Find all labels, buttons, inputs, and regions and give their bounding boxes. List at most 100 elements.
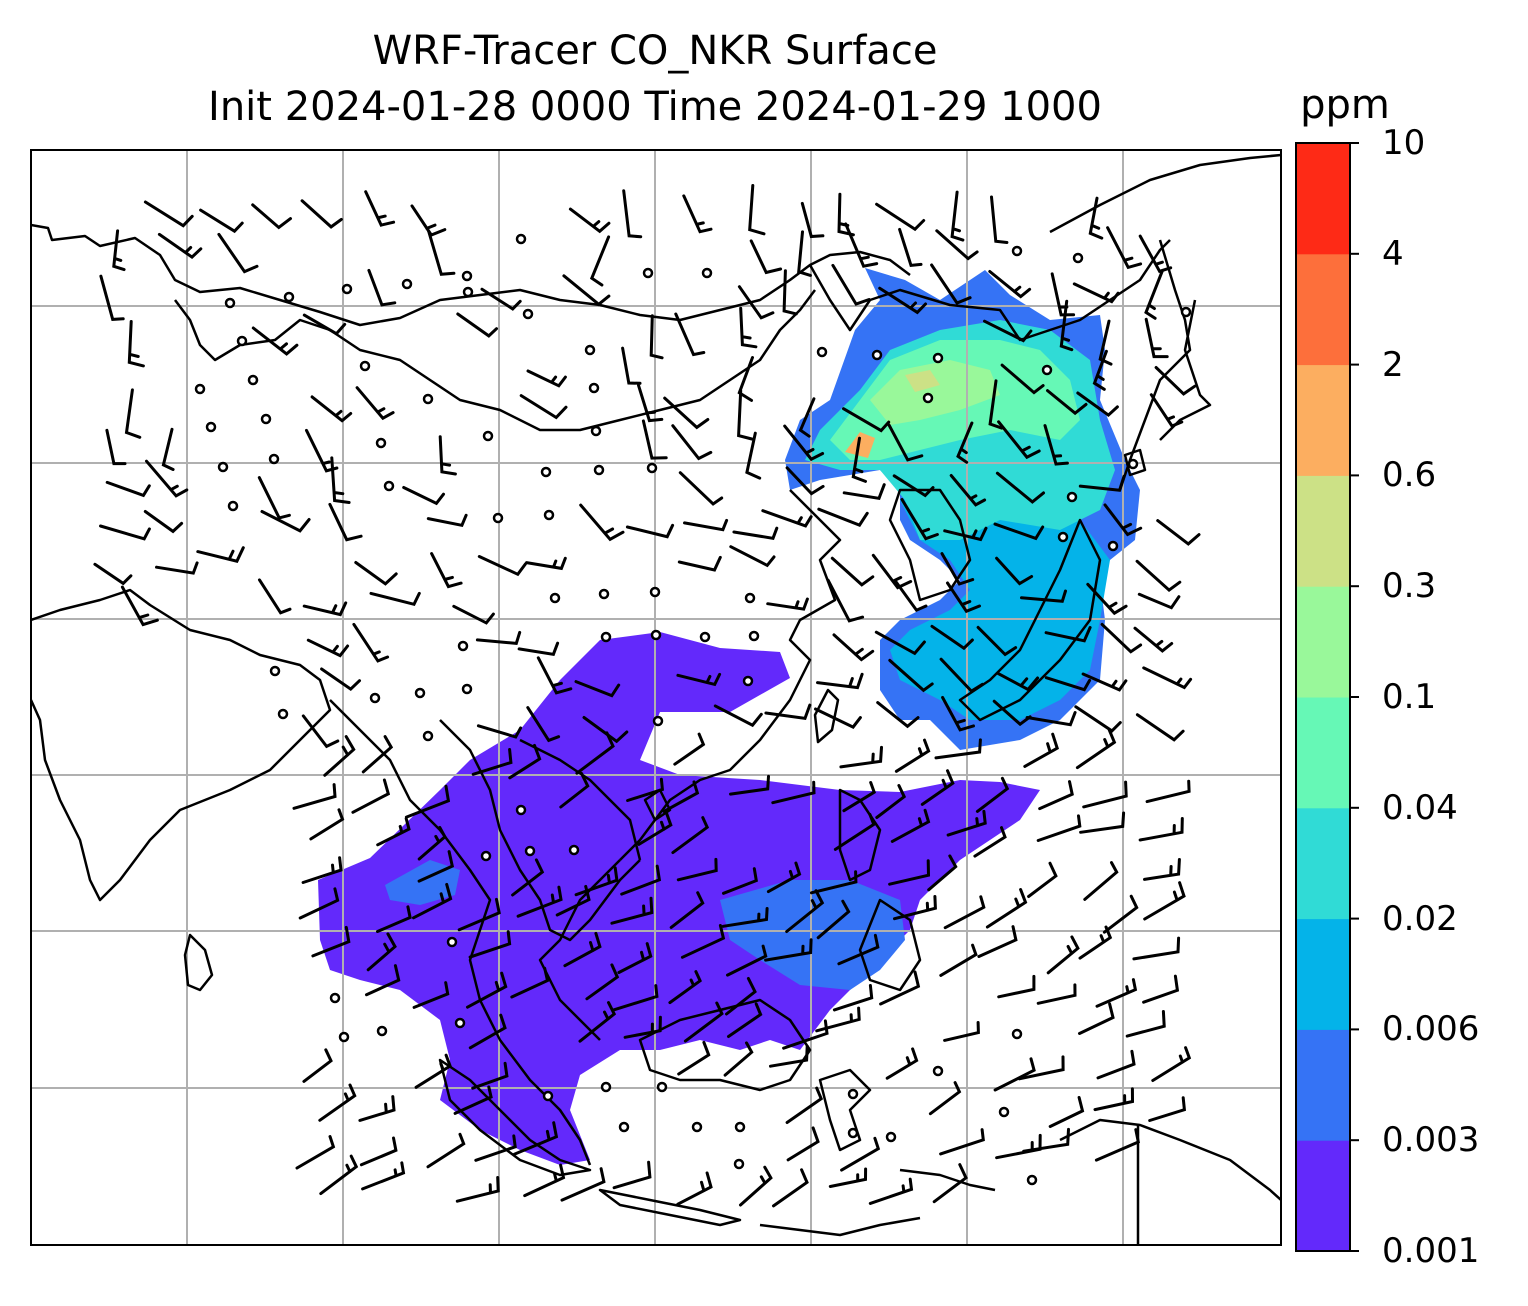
wind-barb — [143, 200, 194, 228]
calm-wind-marker — [600, 631, 612, 643]
wind-barb — [471, 1061, 509, 1090]
wind-barb — [888, 658, 934, 693]
wind-barb — [302, 601, 348, 617]
wind-barb — [844, 222, 879, 268]
wind-barb — [145, 459, 189, 498]
colorbar-segment — [1296, 1029, 1350, 1141]
calm-wind-marker — [847, 1127, 859, 1139]
calm-wind-marker — [588, 382, 600, 394]
wind-barb — [99, 524, 151, 541]
wind-barb — [1082, 780, 1128, 809]
wind-barb — [355, 386, 395, 421]
wind-barb — [318, 1083, 357, 1122]
calm-wind-marker — [540, 466, 552, 478]
wind-barb — [161, 427, 175, 471]
wind-barb — [361, 1161, 406, 1191]
wind-barb — [739, 306, 758, 349]
wind-barb — [683, 1001, 724, 1043]
wind-barb — [772, 1168, 809, 1208]
wind-barb — [1048, 1096, 1085, 1128]
wind-barb — [364, 190, 396, 227]
calm-wind-marker — [414, 687, 426, 699]
wind-barb — [559, 771, 590, 809]
wind-barb — [124, 388, 142, 439]
calm-wind-marker — [524, 845, 536, 857]
wind-barb — [1138, 234, 1173, 274]
wind-barb — [555, 884, 591, 917]
wind-barb — [893, 895, 937, 921]
calm-wind-marker — [593, 464, 605, 476]
wind-barb — [582, 716, 629, 744]
wind-barb — [682, 194, 713, 234]
wind-barb — [671, 816, 710, 855]
wind-barb — [1094, 1128, 1141, 1162]
border-china-mongolia — [174, 289, 816, 432]
wind-barb — [1038, 780, 1074, 811]
calm-wind-marker — [454, 1017, 466, 1029]
calm-wind-marker — [584, 344, 596, 356]
wind-barb — [729, 545, 776, 568]
calm-wind-marker — [260, 413, 272, 425]
wind-barb — [1046, 389, 1088, 416]
wind-barb — [975, 776, 1010, 813]
calm-wind-marker — [549, 592, 561, 604]
wind-barb — [663, 396, 710, 430]
wind-barb — [1078, 474, 1126, 492]
wind-barb — [617, 942, 653, 974]
wind-barb — [1151, 1046, 1192, 1082]
wind-barb — [875, 202, 926, 232]
wind-barb — [816, 899, 851, 940]
calm-wind-marker — [522, 308, 534, 320]
wind-barb — [641, 419, 668, 460]
calm-wind-marker — [600, 1081, 612, 1093]
wind-barb — [732, 526, 779, 540]
wind-barb — [376, 817, 411, 847]
wind-barb — [427, 229, 456, 276]
wind-barb — [713, 704, 763, 728]
coastlines-and-borders — [31, 153, 1281, 1245]
calm-wind-marker — [268, 453, 280, 465]
wind-barb — [637, 383, 664, 423]
calm-wind-marker — [649, 586, 661, 598]
wind-barb — [480, 287, 522, 311]
wind-barb — [995, 556, 1034, 586]
coast-indochina — [329, 699, 592, 1166]
wind-barb — [928, 1081, 962, 1116]
calm-wind-marker — [383, 480, 395, 492]
wind-barb — [748, 184, 766, 236]
calm-wind-marker — [701, 267, 713, 279]
calm-wind-marker — [734, 1121, 746, 1133]
wind-barb — [1143, 858, 1181, 881]
calm-wind-marker — [646, 462, 658, 474]
wind-barb — [677, 555, 722, 572]
wind-barb — [1088, 196, 1104, 240]
wind-barb — [1142, 666, 1193, 690]
wind-barb — [1076, 391, 1119, 418]
colorbar-segment — [1296, 143, 1350, 255]
wind-barb — [430, 552, 463, 589]
calm-wind-marker — [236, 335, 248, 347]
coast-philippines-mindanao — [858, 898, 922, 992]
colorbar-tick-label: 0.3 — [1382, 566, 1437, 607]
colorbar-tick-label: 0.6 — [1382, 455, 1437, 496]
wind-barb — [885, 1047, 919, 1080]
wind-barb — [842, 407, 891, 433]
wind-barb — [676, 857, 718, 882]
wind-barb — [875, 784, 907, 819]
wind-barb — [306, 638, 350, 658]
wind-barb — [622, 189, 643, 239]
calm-wind-marker — [642, 267, 654, 279]
wind-barb — [476, 724, 523, 739]
colorbar-tick-label: 4 — [1382, 233, 1404, 274]
wind-barb — [815, 1006, 861, 1033]
wind-barb — [1093, 1087, 1135, 1112]
wind-barb — [292, 783, 337, 810]
wind-barb — [1095, 978, 1138, 1008]
wind-barb — [258, 578, 292, 615]
coast-new-guinea — [1059, 1118, 1281, 1201]
calm-wind-marker — [691, 1121, 703, 1133]
wind-barb — [842, 781, 877, 813]
wind-barb — [992, 699, 1032, 727]
calm-wind-marker — [217, 461, 229, 473]
wind-barb — [900, 498, 939, 541]
